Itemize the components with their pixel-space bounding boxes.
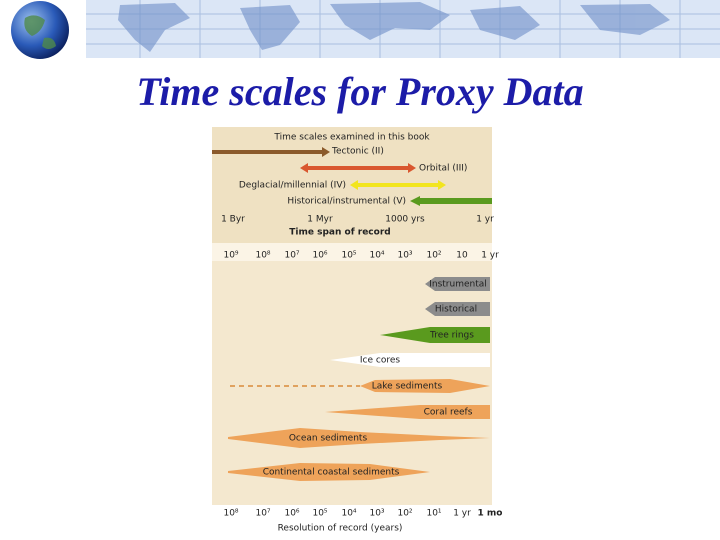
- record-label: Tree rings: [429, 331, 474, 341]
- record-label: Ocean sediments: [289, 434, 368, 444]
- tick-row: [212, 243, 492, 261]
- scale-label: Orbital (III): [419, 164, 467, 174]
- resolution-tick: 1 yr: [453, 509, 471, 519]
- resolution-tick: 10¹: [426, 509, 441, 519]
- span-tick: 10²: [426, 251, 441, 261]
- span-tick: 10³: [397, 251, 412, 261]
- span-tick: 10⁶: [312, 251, 327, 261]
- map-continents: [118, 2, 670, 52]
- record-bar: [425, 302, 490, 316]
- span-tick: 10⁵: [341, 251, 356, 261]
- slide-title: Time scales for Proxy Data: [136, 69, 583, 114]
- resolution-tick: 10⁶: [284, 509, 299, 519]
- scale-arrow: [350, 180, 446, 190]
- record-bar: [228, 428, 490, 448]
- axis-label: 1 Byr: [221, 215, 245, 225]
- scale-label: Deglacial/millennial (IV): [239, 181, 346, 191]
- panel-heading: Time scales examined in this book: [273, 133, 430, 143]
- span-tick: 1 yr: [481, 251, 499, 261]
- record-label: Lake sediments: [372, 382, 443, 392]
- resolution-tick: 10⁵: [312, 509, 327, 519]
- record-label: Historical: [435, 305, 477, 315]
- axis-label: 1 yr: [476, 215, 494, 225]
- record-bar: [330, 353, 490, 367]
- record-bar: [425, 277, 490, 291]
- span-tick: 10⁹: [223, 251, 238, 261]
- record-bar: [360, 379, 490, 393]
- record-label: Instrumental: [429, 280, 487, 290]
- axis-label: 1 Myr: [307, 215, 333, 225]
- header-band: [11, 0, 720, 59]
- resolution-tick: 10⁷: [255, 509, 270, 519]
- record-bar: [325, 405, 490, 419]
- record-bar: [228, 463, 430, 481]
- span-tick: 10⁸: [255, 251, 270, 261]
- axis-title: Time span of record: [289, 228, 390, 238]
- scale-arrow: [212, 147, 330, 157]
- record-bar: [380, 327, 490, 343]
- span-tick: 10⁷: [284, 251, 299, 261]
- record-label: Continental coastal sediments: [263, 468, 400, 478]
- resolution-tick: 10⁸: [223, 509, 238, 519]
- resolution-tick: 10³: [369, 509, 384, 519]
- span-tick: 10⁴: [369, 251, 384, 261]
- span-tick: 10: [456, 251, 468, 261]
- resolution-tick: 10²: [397, 509, 412, 519]
- scale-label: Tectonic (II): [331, 147, 384, 157]
- resolution-tick: 10⁴: [341, 509, 356, 519]
- resolution-title: Resolution of record (years): [278, 524, 403, 534]
- scale-arrow: [300, 163, 416, 173]
- resolution-tick: 1 mo: [478, 509, 503, 519]
- scale-arrow: [410, 196, 492, 206]
- globe-land: [24, 15, 56, 49]
- axis-label: 1000 yrs: [385, 215, 425, 225]
- scale-label: Historical/instrumental (V): [287, 197, 406, 207]
- record-label: Coral reefs: [424, 408, 473, 418]
- record-label: Ice cores: [360, 356, 400, 366]
